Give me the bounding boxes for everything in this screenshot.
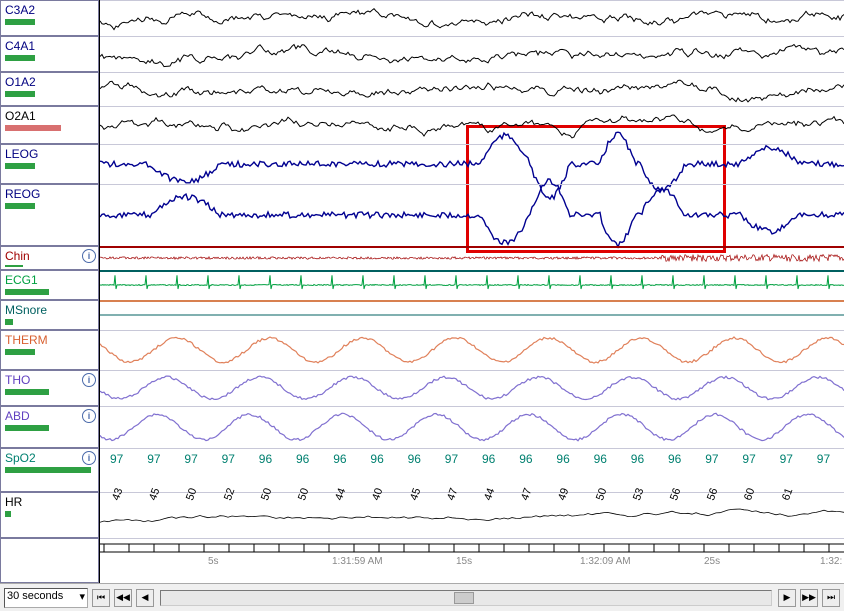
first-button[interactable]: ⏮ xyxy=(92,589,110,607)
channel-label-text: SpO2 xyxy=(5,451,94,465)
trace-c4a1 xyxy=(100,36,844,72)
channel-label-text: O2A1 xyxy=(5,109,94,123)
channel-label-spo2[interactable]: SpO2i xyxy=(0,448,99,492)
spo2-value: 97 xyxy=(705,452,718,466)
channel-label-text: ABD xyxy=(5,409,94,423)
prev-page-button[interactable]: ◀◀ xyxy=(114,589,132,607)
time-tick-label: 25s xyxy=(704,556,720,567)
spo2-value: 96 xyxy=(296,452,309,466)
channel-level-bar xyxy=(5,91,35,97)
time-tick-label: 5s xyxy=(208,556,219,567)
channel-label-text: Chin xyxy=(5,249,94,263)
timescale-select[interactable]: 30 seconds ▾ xyxy=(4,588,88,608)
channel-level-bar xyxy=(5,19,35,25)
time-tick-label: 1:32:09 AM xyxy=(580,556,631,567)
spo2-value: 97 xyxy=(445,452,458,466)
spo2-value: 97 xyxy=(184,452,197,466)
channel-label-text: HR xyxy=(5,495,94,509)
trace-abd xyxy=(100,406,844,448)
trace-msnore xyxy=(100,300,844,330)
channel-label-therm[interactable]: THERM xyxy=(0,330,99,370)
channel-level-bar xyxy=(5,467,91,473)
info-icon[interactable]: i xyxy=(82,373,96,387)
channel-label-msnore[interactable]: MSnore xyxy=(0,300,99,330)
spo2-value: 97 xyxy=(742,452,755,466)
trace-ecg1 xyxy=(100,270,844,300)
trace-hr xyxy=(100,492,844,538)
spo2-value: 96 xyxy=(594,452,607,466)
time-scrollbar[interactable] xyxy=(160,590,772,606)
channel-level-bar xyxy=(5,349,35,355)
last-button[interactable]: ⏭ xyxy=(822,589,840,607)
signal-plot-area[interactable]: 97 97 97 97 96 96 96 96 96 97 96 96 96 96 96 96 97 97 97 97… xyxy=(100,0,844,583)
scrollbar-thumb[interactable] xyxy=(454,592,474,604)
channel-label-text: LEOG xyxy=(5,147,94,161)
channel-label-chin[interactable]: Chini xyxy=(0,246,99,270)
spo2-value: 97 xyxy=(222,452,235,466)
channel-level-bar xyxy=(5,163,35,169)
trace-c3a2 xyxy=(100,0,844,36)
spo2-value: 96 xyxy=(631,452,644,466)
spo2-value: 97 xyxy=(817,452,830,466)
info-icon[interactable]: i xyxy=(82,409,96,423)
channel-label-text: C4A1 xyxy=(5,39,94,53)
channel-label-abd[interactable]: ABDi xyxy=(0,406,99,448)
play-button[interactable]: ▶ xyxy=(778,589,796,607)
channel-label-c3a2[interactable]: C3A2 xyxy=(0,0,99,36)
channel-level-bar xyxy=(5,425,49,431)
info-icon[interactable]: i xyxy=(82,451,96,465)
channel-label-text: ECG1 xyxy=(5,273,94,287)
channel-level-bar xyxy=(5,289,49,295)
channel-label-text: MSnore xyxy=(5,303,94,317)
spo2-value: 96 xyxy=(408,452,421,466)
channel-label-text: THO xyxy=(5,373,94,387)
next-page-button[interactable]: ▶▶ xyxy=(800,589,818,607)
chevron-down-icon: ▾ xyxy=(79,590,85,603)
spo2-value: 96 xyxy=(668,452,681,466)
spo2-value: 97 xyxy=(147,452,160,466)
channel-label-c4a1[interactable]: C4A1 xyxy=(0,36,99,72)
channel-label-column: C3A2C4A1O1A2O2A1LEOGREOGChiniECG1MSnoreT… xyxy=(0,0,100,583)
channel-label-text: O1A2 xyxy=(5,75,94,89)
channel-level-bar xyxy=(5,319,13,325)
trace-tho xyxy=(100,370,844,406)
channel-label-text: THERM xyxy=(5,333,94,347)
channel-level-bar xyxy=(5,203,35,209)
channel-level-bar xyxy=(5,125,61,131)
channel-label-reog[interactable]: REOG xyxy=(0,184,99,246)
channel-label-axis[interactable] xyxy=(0,538,99,583)
timescale-label: 30 seconds xyxy=(7,590,63,602)
channel-label-o1a2[interactable]: O1A2 xyxy=(0,72,99,106)
channel-label-ecg1[interactable]: ECG1 xyxy=(0,270,99,300)
trace-o1a2 xyxy=(100,72,844,106)
bottom-toolbar: 30 seconds ▾ ⏮ ◀◀ ◀ ▶ ▶▶ ⏭ xyxy=(0,583,844,611)
trace-chin xyxy=(100,246,844,270)
spo2-value: 97 xyxy=(780,452,793,466)
spo2-value: 96 xyxy=(519,452,532,466)
channel-label-tho[interactable]: THOi xyxy=(0,370,99,406)
time-tick-label: 1:32: xyxy=(820,556,842,567)
channel-label-o2a1[interactable]: O2A1 xyxy=(0,106,99,144)
channel-label-text: C3A2 xyxy=(5,3,94,17)
channel-level-bar xyxy=(5,55,35,61)
channel-level-bar xyxy=(5,511,11,517)
time-tick-label: 1:31:59 AM xyxy=(332,556,383,567)
channel-level-bar xyxy=(5,389,49,395)
time-tick-label: 15s xyxy=(456,556,472,567)
info-icon[interactable]: i xyxy=(82,249,96,263)
channel-level-bar xyxy=(5,265,23,267)
spo2-value: 97 xyxy=(110,452,123,466)
trace-therm xyxy=(100,330,844,370)
spo2-value: 96 xyxy=(333,452,346,466)
channel-label-text: REOG xyxy=(5,187,94,201)
trace-spo2 xyxy=(100,448,844,492)
channel-label-leog[interactable]: LEOG xyxy=(0,144,99,184)
spo2-value: 96 xyxy=(370,452,383,466)
step-back-button[interactable]: ◀ xyxy=(136,589,154,607)
spo2-value: 96 xyxy=(556,452,569,466)
channel-label-hr[interactable]: HR xyxy=(0,492,99,538)
spo2-value: 96 xyxy=(259,452,272,466)
psg-viewer: C3A2C4A1O1A2O2A1LEOGREOGChiniECG1MSnoreT… xyxy=(0,0,844,583)
spo2-value: 96 xyxy=(482,452,495,466)
